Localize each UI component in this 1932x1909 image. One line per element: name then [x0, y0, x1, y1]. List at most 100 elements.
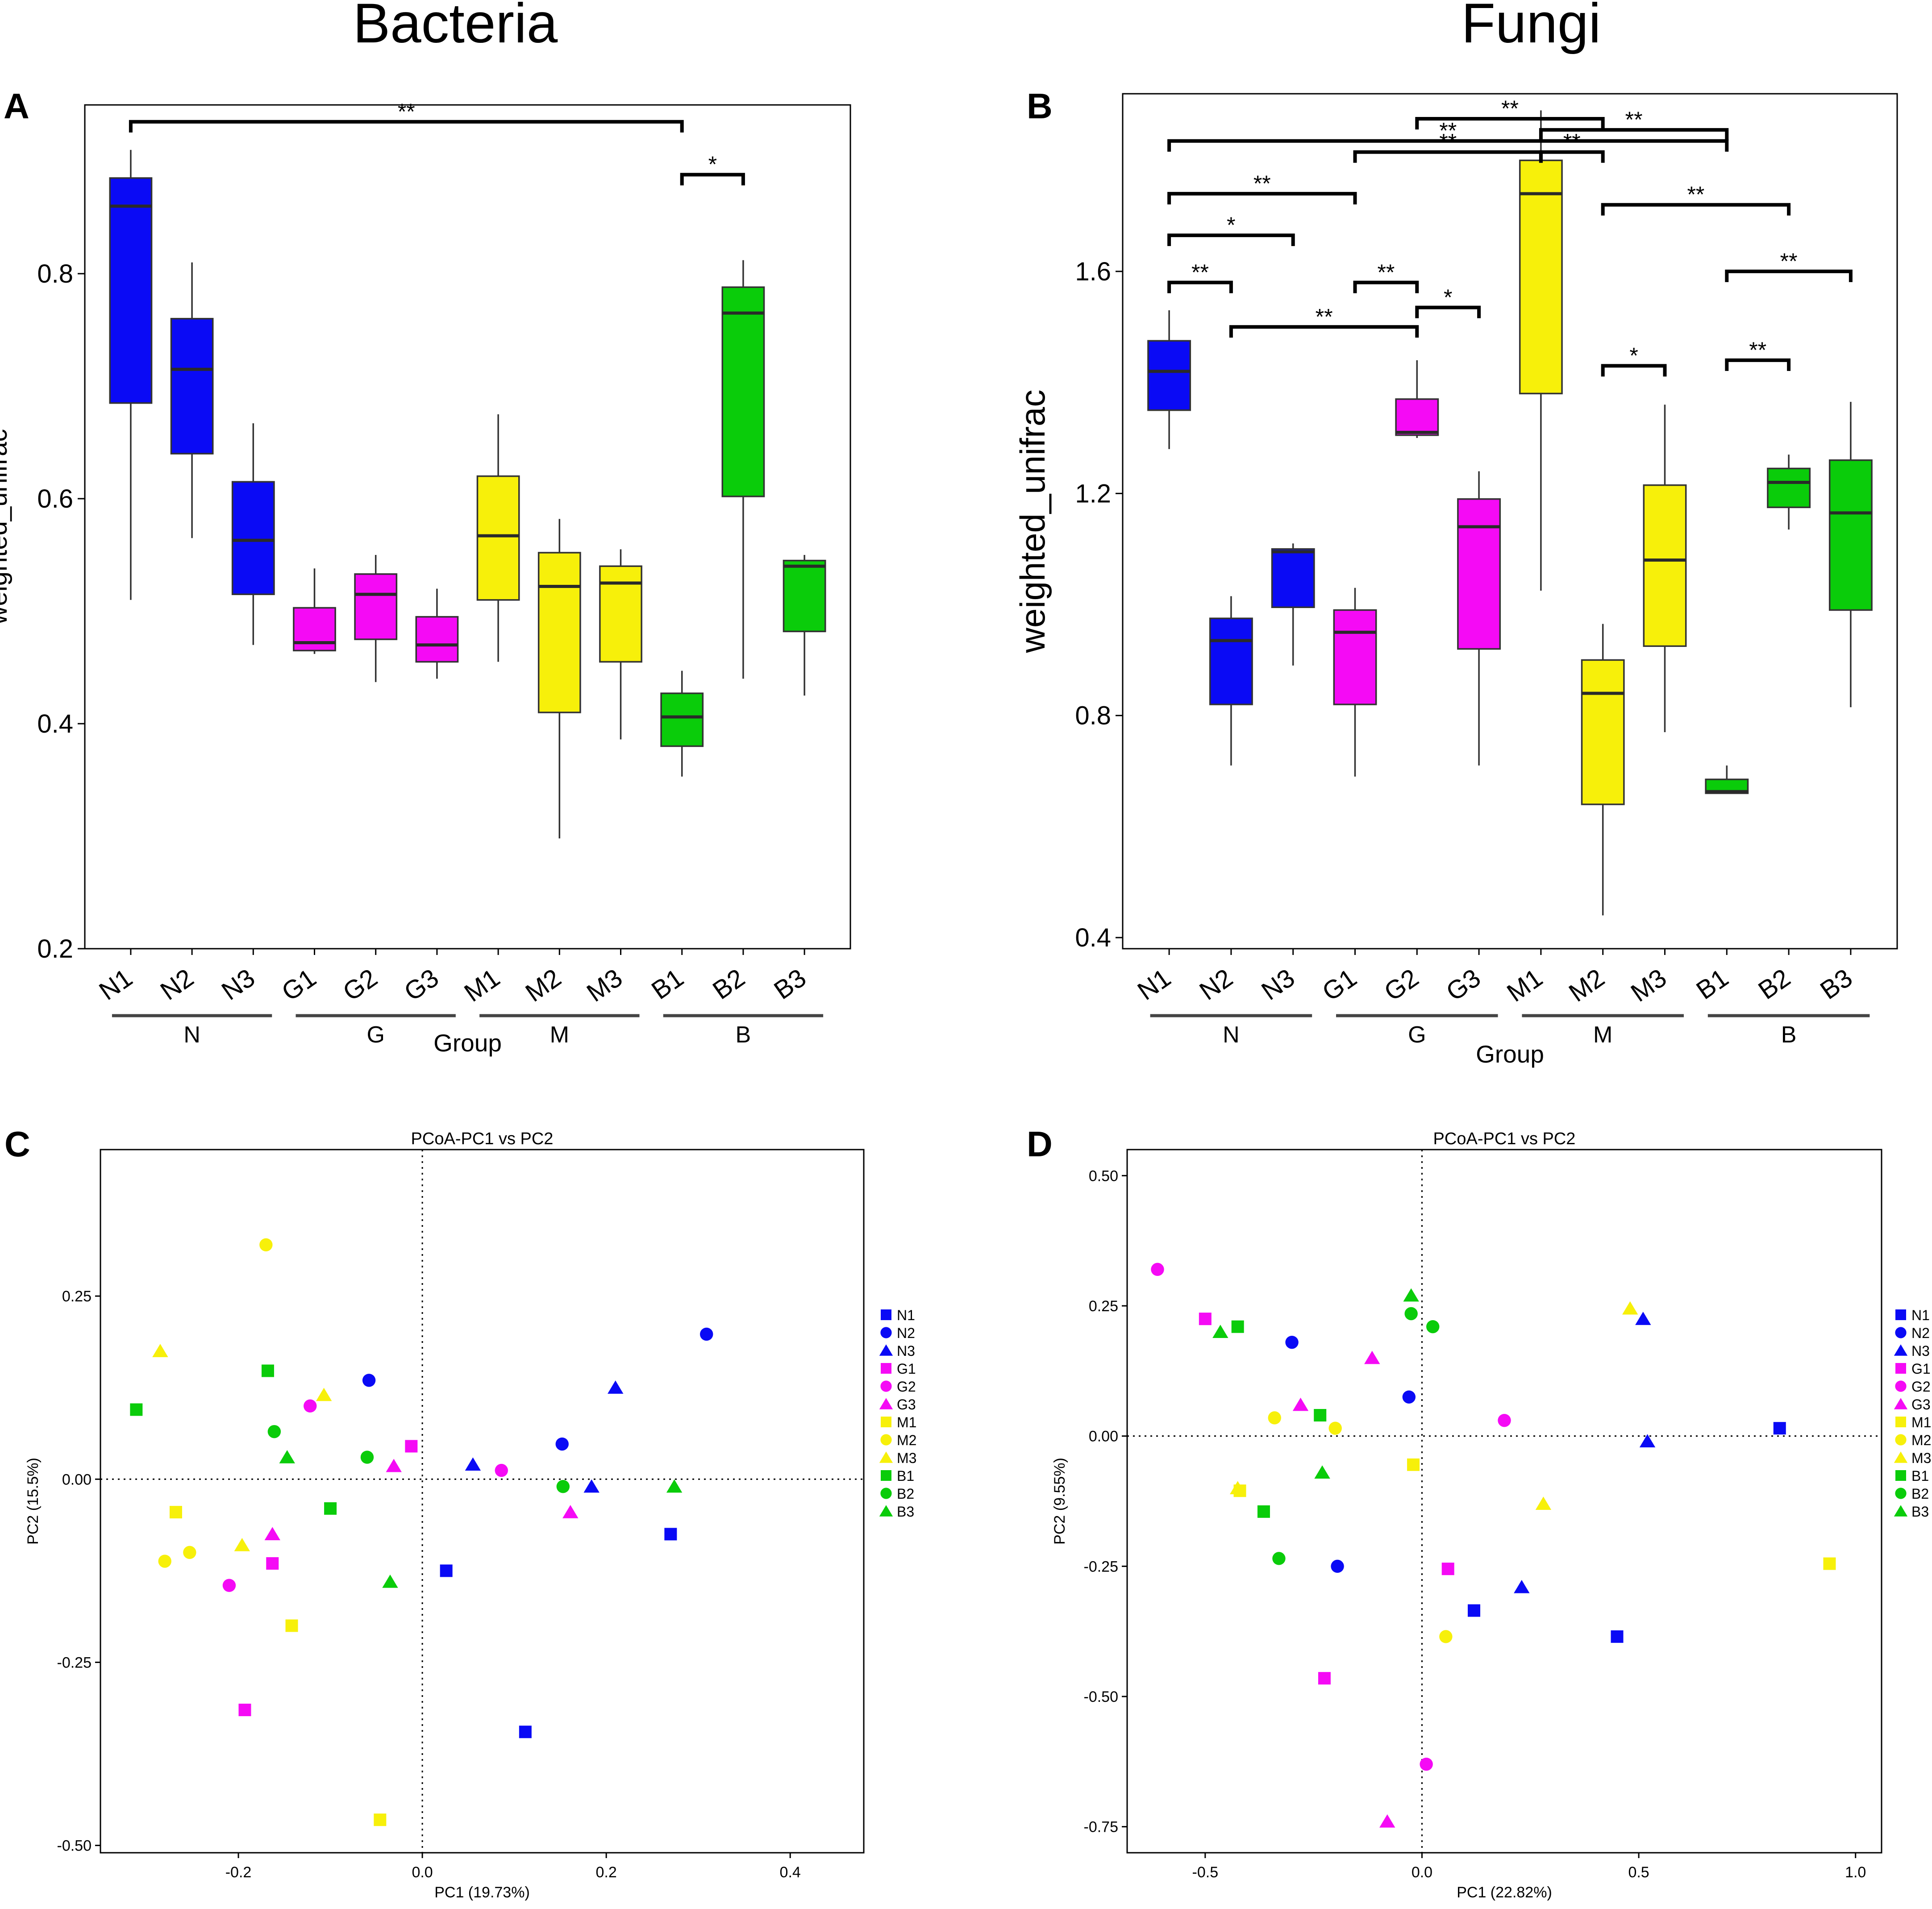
x-tick-label: 0.0: [412, 1864, 433, 1881]
box-body: [599, 565, 642, 663]
point-M2: [259, 1238, 273, 1251]
legend-marker: [879, 1451, 893, 1463]
legend-item-G3: G3: [879, 1396, 916, 1413]
box-B2: [1767, 454, 1811, 530]
point-B3: [1212, 1325, 1228, 1338]
y-tick-label: 0.50: [1089, 1167, 1118, 1184]
legend-item-G1: G1: [881, 1361, 916, 1377]
point-B2: [1404, 1307, 1418, 1321]
significance-label: **: [1316, 304, 1333, 329]
box-G1: [1333, 588, 1377, 777]
legend-marker: [1895, 1470, 1906, 1481]
bracket-line: [129, 120, 684, 133]
series-B1: [130, 1364, 337, 1515]
y-axis-label: PC2 (9.55%): [1051, 1458, 1068, 1545]
legend-label: G2: [897, 1379, 916, 1395]
point-B2: [556, 1480, 570, 1493]
box-body: [1333, 609, 1377, 705]
point-B2: [267, 1425, 281, 1438]
legend-marker: [1894, 1451, 1908, 1463]
significance-bracket: **: [1415, 96, 1605, 129]
point-M3: [316, 1388, 332, 1401]
legend-item-M3: M3: [1894, 1450, 1931, 1466]
x-tick-label: G1: [1317, 963, 1362, 1007]
significance-label: *: [708, 152, 717, 177]
legend-marker: [881, 1417, 891, 1427]
panel-letter-b: B: [1027, 86, 1053, 126]
box-G1: [293, 568, 336, 654]
legend-label: N1: [1911, 1307, 1930, 1323]
series-N2: [362, 1327, 713, 1451]
legend-label: N2: [1911, 1325, 1930, 1341]
x-tick-label: G3: [399, 963, 444, 1007]
box-B1: [660, 671, 704, 777]
legend-label: G3: [1911, 1396, 1931, 1413]
box-G2: [1395, 360, 1439, 438]
point-N2: [1285, 1335, 1299, 1349]
box-body: [1271, 548, 1315, 608]
box-G3: [1457, 471, 1501, 766]
box-body: [170, 318, 214, 454]
point-M3: [152, 1344, 168, 1357]
group-label-N: N: [1223, 1022, 1240, 1048]
box-body: [1828, 459, 1873, 611]
y-tick-label: 0.00: [1089, 1428, 1118, 1445]
point-G2: [1498, 1413, 1511, 1427]
legend-label: M1: [897, 1414, 916, 1430]
series-N3: [465, 1380, 624, 1493]
point-M1: [1823, 1557, 1836, 1570]
y-tick-label: 0.8: [37, 259, 73, 288]
y-tick-label: 0.00: [62, 1471, 92, 1488]
panel-b-boxplot-fungi: 0.4 0.8 1.2 1.6 weighted_unifrac N1 N2 N3 G1 G2 G3…: [1013, 93, 1898, 1068]
legend-label: N3: [1911, 1343, 1930, 1359]
legend-label: G1: [897, 1361, 916, 1377]
point-N2: [555, 1437, 569, 1451]
x-tick-label: 0.2: [595, 1864, 616, 1881]
significance-bracket: **: [1539, 129, 1605, 163]
legend-item-N1: N1: [1895, 1307, 1930, 1323]
legend-marker: [1895, 1309, 1906, 1320]
box-body: [1457, 498, 1501, 650]
legend-label: B3: [1911, 1504, 1929, 1520]
legend-label: B1: [897, 1468, 914, 1484]
x-axis-label: Group: [1476, 1040, 1544, 1068]
significance-label: **: [1563, 129, 1581, 154]
point-N3: [583, 1479, 600, 1493]
legend-marker: [1894, 1344, 1908, 1356]
box-body: [721, 286, 765, 497]
bracket-line: [1539, 150, 1605, 163]
significance-label: **: [1439, 129, 1457, 154]
box-N3: [1271, 543, 1315, 666]
significance-bracket: **: [1539, 107, 1729, 141]
y-tick-label: -0.50: [57, 1838, 92, 1855]
legend-item-B3: B3: [1894, 1504, 1929, 1520]
box-M1: [476, 414, 520, 662]
legend-marker: [881, 1470, 891, 1481]
panel-letter-c: C: [4, 1124, 30, 1164]
legend-item-B3: B3: [879, 1504, 914, 1520]
series-G3: [264, 1459, 579, 1541]
point-B1: [1257, 1505, 1270, 1518]
legend-label: M2: [897, 1432, 916, 1448]
box-N2: [1209, 596, 1253, 766]
y-tick-label: -0.75: [1084, 1819, 1119, 1836]
box-body: [660, 692, 704, 747]
box-body: [1147, 340, 1191, 411]
point-M1: [285, 1619, 298, 1632]
point-M2: [1439, 1630, 1453, 1643]
legend-item-G2: G2: [1895, 1379, 1931, 1395]
point-G2: [222, 1579, 236, 1592]
point-G1: [266, 1557, 279, 1570]
series-M2: [158, 1238, 273, 1568]
point-G1: [1318, 1672, 1331, 1685]
x-tick-label: G1: [276, 963, 321, 1007]
series-G2: [222, 1399, 508, 1592]
x-tick-label: -0.5: [1192, 1864, 1219, 1881]
series-M3: [152, 1344, 332, 1551]
group-label-B: B: [736, 1022, 751, 1048]
legend-marker: [881, 1309, 891, 1320]
legend-item-B1: B1: [1895, 1468, 1929, 1484]
plot-frame: [100, 1149, 865, 1854]
